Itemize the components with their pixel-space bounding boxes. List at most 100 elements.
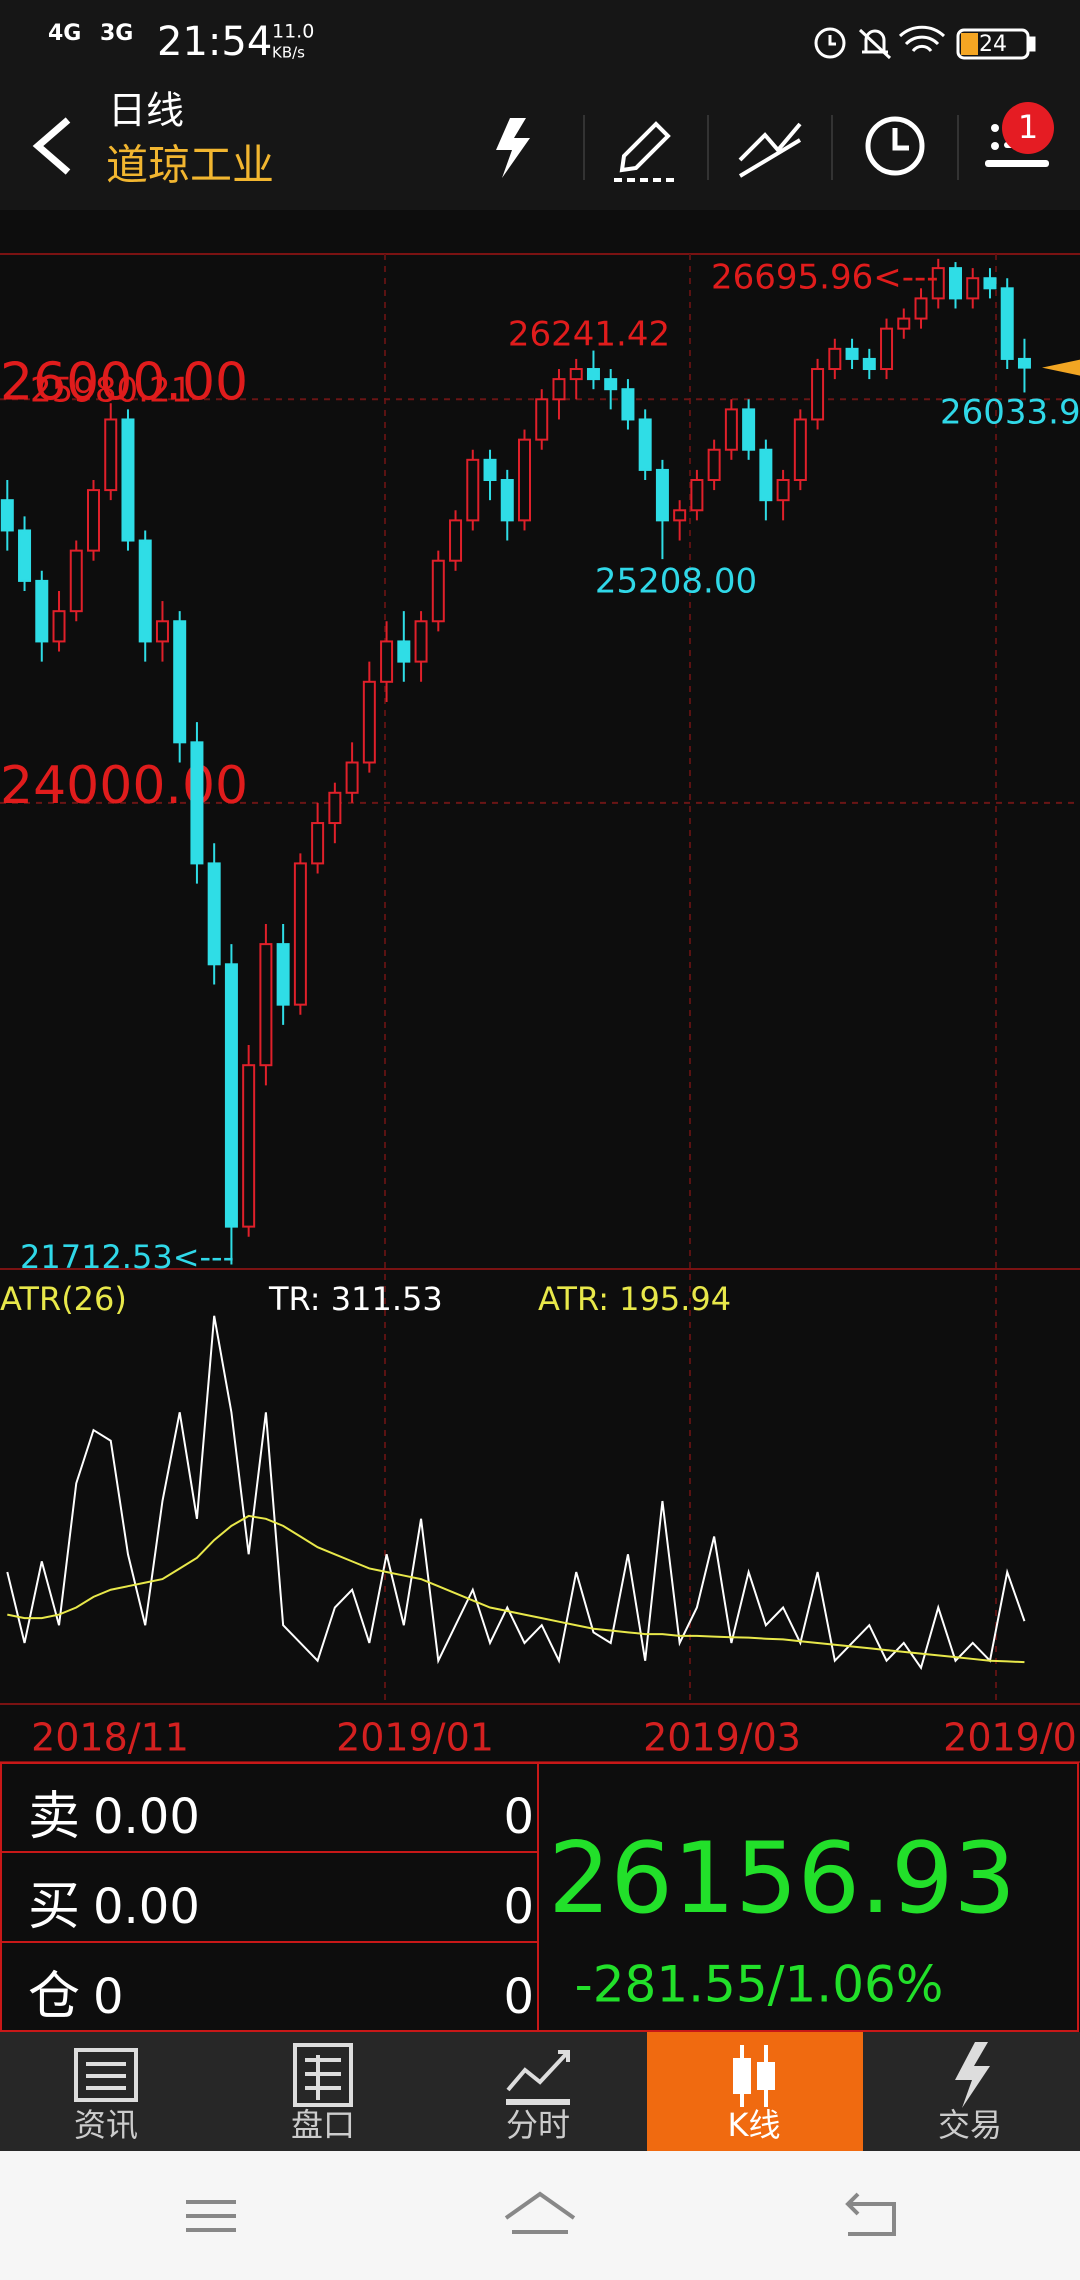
price-annotation: 21712.53<---	[20, 1238, 234, 1276]
tab-label[interactable]: 盘口	[291, 2106, 355, 2144]
candle-body	[35, 579, 49, 643]
candle-body	[811, 368, 825, 421]
candle-body	[931, 267, 945, 300]
candle-body	[586, 368, 600, 381]
candle-body	[121, 418, 135, 542]
candle-body	[914, 297, 928, 320]
candle-body	[466, 458, 480, 522]
candle-body	[983, 277, 997, 290]
row-label: 卖	[28, 1787, 80, 1847]
battery-level	[961, 33, 978, 55]
candle-body	[87, 489, 100, 552]
candle-body	[207, 862, 221, 966]
indicator-title: ATR(26)	[0, 1280, 127, 1318]
candle-body	[707, 448, 721, 482]
tab-label[interactable]: 资讯	[74, 2106, 138, 2144]
tab-icon	[955, 2042, 990, 2108]
draw-button[interactable]	[614, 121, 674, 182]
row-price: 0.00	[93, 1879, 200, 1935]
quote-box	[0, 1762, 1079, 2032]
candle-body	[52, 610, 66, 643]
candle-body	[759, 448, 773, 502]
network-label: 4G	[48, 21, 81, 46]
chart-frame	[0, 253, 1080, 1763]
badge-count: 1	[1018, 108, 1038, 146]
network-label: 3G	[100, 21, 133, 46]
instrument-name: 道琼工业	[106, 141, 274, 190]
candle-body	[18, 529, 32, 582]
quote-rows: 卖 0.00 0买 0.00 0仓 0 0	[28, 1787, 534, 2027]
net-speed-unit: KB/s	[272, 44, 305, 62]
x-tick-label: 2019/01	[336, 1716, 494, 1760]
candle-body	[190, 741, 204, 865]
nav-buttons[interactable]	[186, 2191, 896, 2236]
candle-body	[380, 640, 394, 683]
x-tick-label: 2019/0	[943, 1716, 1077, 1760]
candle-body	[311, 822, 325, 865]
candle-body	[259, 943, 273, 1067]
badge	[1002, 102, 1054, 154]
y-tick-label: 26000.00	[0, 352, 248, 412]
candle-body	[638, 418, 652, 471]
legend-entry: TR: 311.53	[268, 1280, 443, 1318]
row-label: 买	[28, 1877, 80, 1937]
candle-body	[431, 559, 445, 623]
candle-body	[552, 378, 566, 401]
candle-body	[276, 943, 290, 1006]
history-button[interactable]	[865, 116, 925, 176]
candle-body	[604, 378, 618, 391]
tab-label[interactable]: 交易	[938, 2106, 1002, 2144]
candle-body	[655, 468, 669, 522]
tab-label[interactable]: 分时	[506, 2106, 570, 2144]
candle-body	[500, 479, 514, 522]
active-tab	[647, 2032, 863, 2151]
row-price: 0	[93, 1969, 124, 2025]
candle-body	[449, 519, 463, 562]
y-tick-label: 24000.00	[0, 756, 248, 816]
row-label: 仓	[28, 1967, 80, 2027]
candle-body	[897, 317, 911, 330]
candle-body	[742, 408, 756, 451]
candle-body	[104, 418, 118, 492]
candle-body	[690, 479, 704, 512]
candle-body	[880, 327, 894, 371]
candle-body	[293, 862, 307, 1006]
line-tool-button[interactable]	[738, 122, 802, 178]
candle-body	[1000, 287, 1014, 360]
back-button[interactable]	[32, 117, 71, 175]
battery-text: 24	[979, 32, 1007, 57]
tab-bar	[0, 2032, 1080, 2151]
candle-body	[569, 368, 583, 381]
clock: 21:54	[157, 19, 272, 65]
candle-body	[793, 418, 807, 482]
candle-body	[845, 347, 859, 360]
candle-body	[224, 963, 238, 1228]
candle-body	[949, 267, 962, 300]
nav-bar	[0, 2151, 1080, 2280]
row-qty: 0	[503, 1879, 534, 1935]
indicator-line	[6, 1315, 1026, 1671]
x-tick-label: 2019/03	[643, 1716, 801, 1760]
legend-entry: ATR: 195.94	[538, 1280, 731, 1318]
status-icons	[814, 25, 1036, 60]
candle-body	[414, 620, 428, 663]
price-change: -281.55/1.06%	[575, 1956, 944, 2014]
candle-body	[328, 791, 342, 825]
period-label: 日线	[108, 89, 184, 133]
current-price-marker	[1042, 359, 1080, 376]
tab-label[interactable]: K线	[728, 2106, 781, 2144]
candle-body	[69, 549, 83, 613]
candle-body	[155, 620, 169, 643]
row-qty: 0	[503, 1789, 534, 1845]
price-annotation: 26033.9	[940, 393, 1080, 433]
candle-body	[1017, 357, 1031, 369]
candle-body	[673, 509, 687, 522]
candle-body	[862, 357, 876, 371]
flash-button[interactable]	[496, 118, 530, 178]
candle-body	[173, 620, 187, 744]
candle-body	[518, 438, 531, 522]
chart: 2018/11 2019/01 2019/03 2019/0 26000.00 24000…	[0, 254, 1080, 1760]
indicator-line	[7, 1514, 1025, 1664]
last-price: 26156.93	[548, 1822, 1016, 1936]
candle-body	[724, 408, 738, 451]
